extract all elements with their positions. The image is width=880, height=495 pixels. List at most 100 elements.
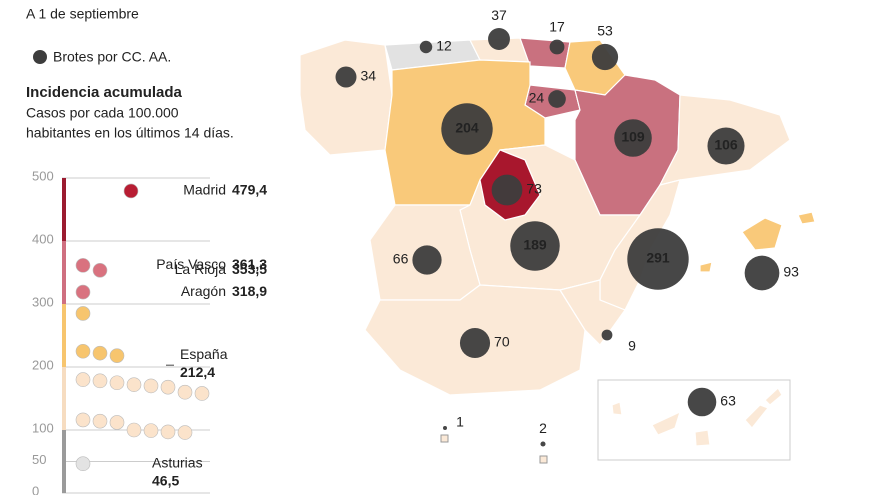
color-band [62,367,66,430]
incidence-dot [92,413,108,429]
incidence-title: Incidencia acumulada [26,84,183,101]
outbreak-bubble [548,90,566,108]
incidence-dot [177,425,193,440]
legend-symbol [33,50,47,64]
y-tick-label: 400 [32,231,54,246]
region [741,217,783,251]
outbreak-bubble [549,39,565,55]
outbreak-label: 204 [455,120,479,136]
region [744,404,769,429]
incidence-dot [109,348,125,363]
incidence-dot [160,424,176,440]
incidence-dot [75,343,91,359]
outbreak-label: 37 [491,7,507,23]
outbreak-label: 63 [720,393,736,409]
outbreak-bubble [627,228,689,290]
y-tick-label: 0 [32,483,39,495]
region [699,261,713,273]
region [299,39,393,156]
y-tick-label: 200 [32,357,54,372]
outbreak-label: 17 [549,18,565,34]
subtitle: A 1 de septiembre [26,6,139,22]
color-band [62,241,66,304]
outbreak-bubble [540,441,546,447]
category-label: España [180,346,228,362]
outbreak-label: 9 [628,338,636,354]
outbreak-bubble [601,329,613,341]
legend-label: Brotes por CC. AA. [53,49,171,65]
outbreak-label: 34 [360,68,376,84]
incidence-dot [75,258,91,273]
outbreak-bubble [335,66,357,88]
outbreak-bubble [419,40,433,54]
incidence-dot [92,373,108,389]
ceuta [440,434,449,443]
outbreak-label: 1 [456,414,464,430]
color-band [62,178,66,241]
incidence-dot [160,379,176,395]
outbreak-bubble [510,221,560,271]
incidence-dot [109,415,125,430]
outbreak-label: 70 [494,334,510,350]
outbreak-label: 2 [539,420,547,436]
outbreak-label: 53 [597,23,613,39]
canary-inset [597,379,791,461]
value-label: 479,4 [232,182,267,198]
color-band [62,304,66,367]
incidence-description: habitantes en los últimos 14 días. [26,125,234,141]
outbreak-bubble [459,327,491,359]
y-tick-label: 50 [32,452,46,467]
region [764,387,783,406]
value-label: 46,5 [152,472,179,488]
y-tick-label: 100 [32,420,54,435]
incidence-dot [126,377,142,392]
outbreak-label: 73 [526,181,542,197]
incidence-dot [109,375,125,391]
region [651,410,681,436]
incidence-description: Casos por cada 100.000 [26,105,179,121]
outbreak-label: 66 [393,251,409,267]
category-label: Madrid [183,182,226,198]
outbreak-bubble [591,43,619,71]
category-label: País Vasco [156,256,226,272]
outbreak-label: 109 [621,129,645,145]
region [559,279,626,346]
value-label: 361,3 [232,256,267,272]
incidence-dot [92,262,108,278]
incidence-dot [177,384,193,400]
outbreak-bubble [491,174,523,206]
outbreak-bubble [488,28,510,50]
value-label: 318,9 [232,283,267,299]
incidence-dot [75,372,91,387]
incidence-dot [75,412,91,428]
outbreak-label: 12 [436,38,452,54]
category-label: La Rioja [175,261,227,277]
y-tick-label: 300 [32,294,54,309]
outbreak-bubble [441,103,493,155]
incidence-dot [143,423,159,438]
outbreak-label: 189 [523,237,547,253]
value-label: 353,5 [232,261,267,277]
incidence-dot [75,306,91,321]
color-band [62,430,66,493]
category-label: Aragón [181,283,226,299]
y-tick-label: 500 [32,168,54,183]
value-label: 212,4 [180,364,215,380]
melilla [539,455,548,464]
outbreak-label: 24 [529,90,545,106]
outbreak-bubble [687,387,717,417]
outbreak-label: 93 [783,264,799,280]
outbreak-label: 106 [714,137,738,153]
outbreak-bubble [412,245,442,275]
outbreak-bubble [614,119,652,157]
region [694,429,711,447]
outbreak-bubble [707,127,745,165]
incidence-dot [194,386,210,401]
region [797,211,816,225]
incidence-dot [92,345,108,361]
category-label: Asturias [152,454,203,470]
outbreak-bubble [744,255,780,291]
incidence-dot [75,284,91,300]
incidence-dot [143,378,159,394]
